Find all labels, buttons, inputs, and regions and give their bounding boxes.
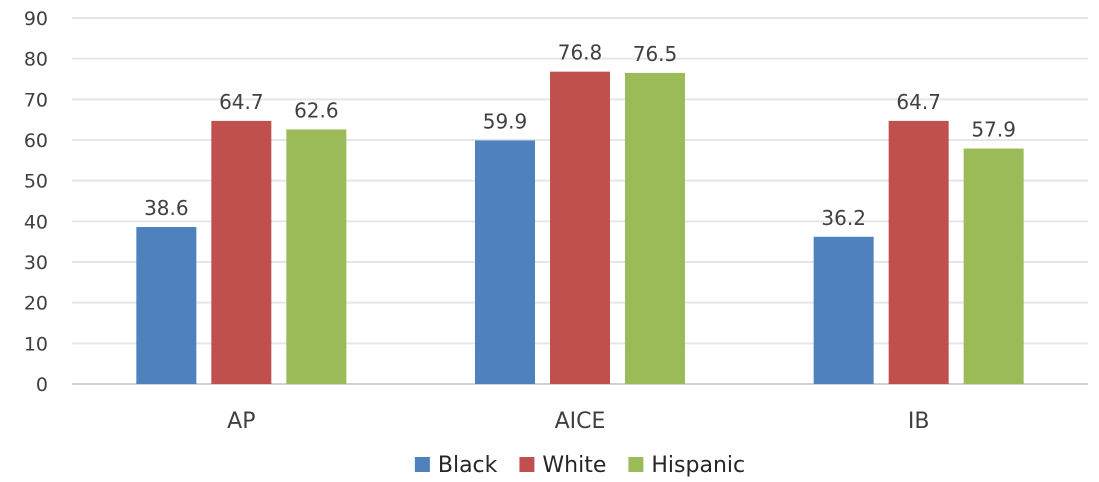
y-tick-label: 30 [24,252,48,274]
y-tick-label: 0 [36,374,48,396]
bar-hispanic-ap [286,129,347,384]
data-label: 57.9 [971,118,1016,142]
data-label: 64.7 [896,90,941,114]
data-labels: 38.6 64.7 62.6 59.9 76.8 76.5 36.2 64.7 57.9 [144,41,1016,230]
y-tick-label: 40 [24,211,48,233]
legend-label: Hispanic [651,453,745,478]
y-axis-ticks: 0 10 20 30 40 50 60 70 80 90 [24,8,48,396]
bars [136,71,1024,385]
legend-label: White [542,453,606,478]
data-label: 64.7 [219,90,264,114]
legend-label: Black [438,453,498,478]
legend-swatch [628,457,644,472]
data-label: 62.6 [294,98,339,122]
legend: Black White Hispanic [414,453,745,478]
bar-white-ap [211,120,272,385]
bar-black-ib [813,236,874,384]
legend-swatch [414,457,430,472]
data-label: 38.6 [144,196,189,220]
bar-hispanic-aice [625,72,685,385]
y-tick-label: 90 [24,8,48,30]
bar-white-ib [888,120,949,385]
legend-swatch [519,457,535,472]
data-label: 76.8 [558,41,603,65]
bar-hispanic-ib [963,148,1024,384]
bar-white-aice [550,71,610,385]
legend-item: Hispanic [628,453,745,478]
x-category-label: AP [227,409,255,434]
data-label: 76.5 [633,42,678,66]
x-category-label: IB [908,409,930,434]
y-tick-label: 70 [24,89,48,111]
legend-item: Black [414,453,498,478]
y-tick-label: 60 [24,130,48,152]
bar-black-aice [475,140,535,384]
y-tick-label: 20 [24,293,48,315]
y-tick-label: 80 [24,49,48,71]
data-label: 36.2 [821,206,866,230]
data-label: 59.9 [483,109,528,133]
x-category-label: AICE [555,409,606,434]
y-tick-label: 10 [24,333,48,355]
x-axis-categories: AP AICE IB [227,409,929,434]
y-tick-label: 50 [24,171,48,193]
legend-item: White [519,453,606,478]
bar-black-ap [136,227,197,384]
